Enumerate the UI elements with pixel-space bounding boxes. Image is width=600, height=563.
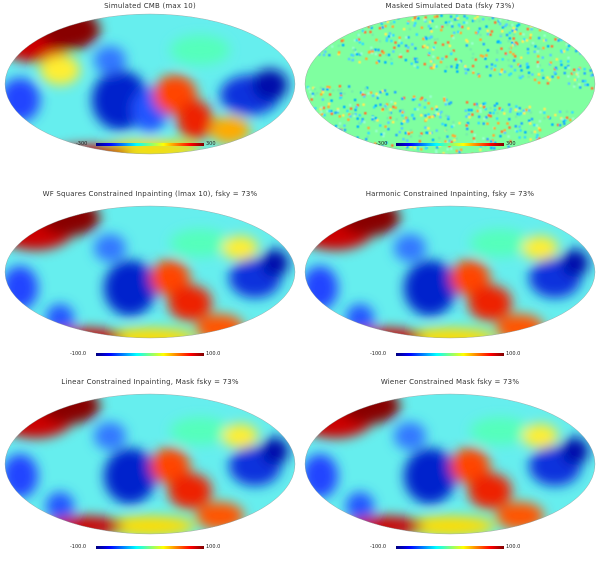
- panel-3: WF Squares Constrained Inpainting (lmax …: [0, 188, 300, 375]
- colorbar: [96, 353, 204, 356]
- colorbar-min-label: -100.0: [70, 544, 87, 550]
- colorbar-min-label: -300: [376, 141, 388, 147]
- panel-title: Linear Constrained Inpainting, Mask fsky…: [61, 378, 239, 386]
- colorbar-max-label: 100.0: [506, 351, 521, 357]
- colorbar-max-label: 100.0: [206, 351, 221, 357]
- colorbar: [396, 546, 504, 549]
- mollweide-map: [4, 393, 296, 535]
- panel-5: Linear Constrained Inpainting, Mask fsky…: [0, 376, 300, 563]
- mollweide-map: [304, 13, 596, 155]
- colorbar-max-label: 300: [506, 141, 516, 147]
- colorbar-min-label: -300: [76, 141, 88, 147]
- mollweide-map: [4, 205, 296, 339]
- colorbar-max-label: 100.0: [506, 544, 521, 550]
- mollweide-map: [4, 13, 296, 155]
- panel-2: Masked Simulated Data (fsky 73%) -300 30…: [300, 0, 600, 187]
- panel-title: Masked Simulated Data (fsky 73%): [385, 2, 515, 10]
- colorbar: [96, 546, 204, 549]
- colorbar-max-label: 100.0: [206, 544, 221, 550]
- colorbar-min-label: -100.0: [70, 351, 87, 357]
- panel-title: WF Squares Constrained Inpainting (lmax …: [42, 190, 258, 198]
- colorbar: [396, 353, 504, 356]
- colorbar: [396, 143, 504, 146]
- panel-title: Harmonic Constrained Inpainting, fsky = …: [365, 190, 535, 198]
- colorbar: [96, 143, 204, 146]
- panel-1: Simulated CMB (max 10) -300 300: [0, 0, 300, 187]
- mollweide-map: [304, 205, 596, 339]
- colorbar-min-label: -100.0: [370, 544, 387, 550]
- panel-4: Harmonic Constrained Inpainting, fsky = …: [300, 188, 600, 375]
- panel-title: Wiener Constrained Mask fsky = 73%: [380, 378, 520, 386]
- colorbar-min-label: -100.0: [370, 351, 387, 357]
- mollweide-map: [304, 393, 596, 535]
- colorbar-max-label: 300: [206, 141, 216, 147]
- panel-title: Simulated CMB (max 10): [104, 2, 196, 10]
- panel-6: Wiener Constrained Mask fsky = 73% -100.…: [300, 376, 600, 563]
